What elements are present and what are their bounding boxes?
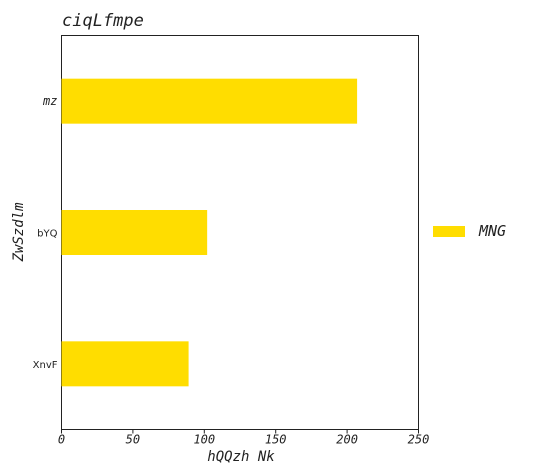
y-tick-label: mz: [42, 94, 57, 108]
bar-mz: [61, 78, 358, 124]
legend-label: MNG: [478, 222, 506, 240]
bars-layer: [61, 78, 358, 387]
bar-XnvF: [61, 341, 189, 387]
x-tick-label: 0: [58, 433, 65, 447]
x-tick-label: 250: [408, 433, 430, 447]
x-axis: 0 50 100 150 200 250: [58, 429, 430, 447]
x-axis-label: hQQzh Nk: [207, 449, 275, 465]
y-tick-label: bYQ: [37, 229, 57, 240]
chart-title: ciqLfmpe: [62, 11, 144, 31]
legend: MNG: [433, 222, 506, 240]
x-tick-label: 200: [336, 433, 358, 447]
y-tick-label: XnvF: [33, 360, 58, 371]
bar-bYQ: [61, 210, 208, 255]
x-tick-label: 150: [265, 433, 287, 447]
x-tick-label: 50: [126, 433, 140, 447]
y-axis-label: ZwSzdlm: [11, 202, 27, 263]
legend-swatch: [433, 226, 465, 237]
y-tick-labels: mz bYQ XnvF: [33, 94, 58, 371]
x-tick-label: 100: [193, 433, 215, 447]
